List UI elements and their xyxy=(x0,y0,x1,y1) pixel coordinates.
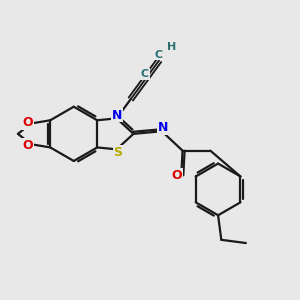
Text: C: C xyxy=(155,50,163,60)
Text: O: O xyxy=(22,116,33,129)
Text: H: H xyxy=(167,42,176,52)
Text: O: O xyxy=(22,139,33,152)
Text: N: N xyxy=(158,121,168,134)
Text: C: C xyxy=(141,69,149,79)
Text: N: N xyxy=(112,109,122,122)
Text: O: O xyxy=(171,169,182,182)
Text: S: S xyxy=(113,146,122,159)
